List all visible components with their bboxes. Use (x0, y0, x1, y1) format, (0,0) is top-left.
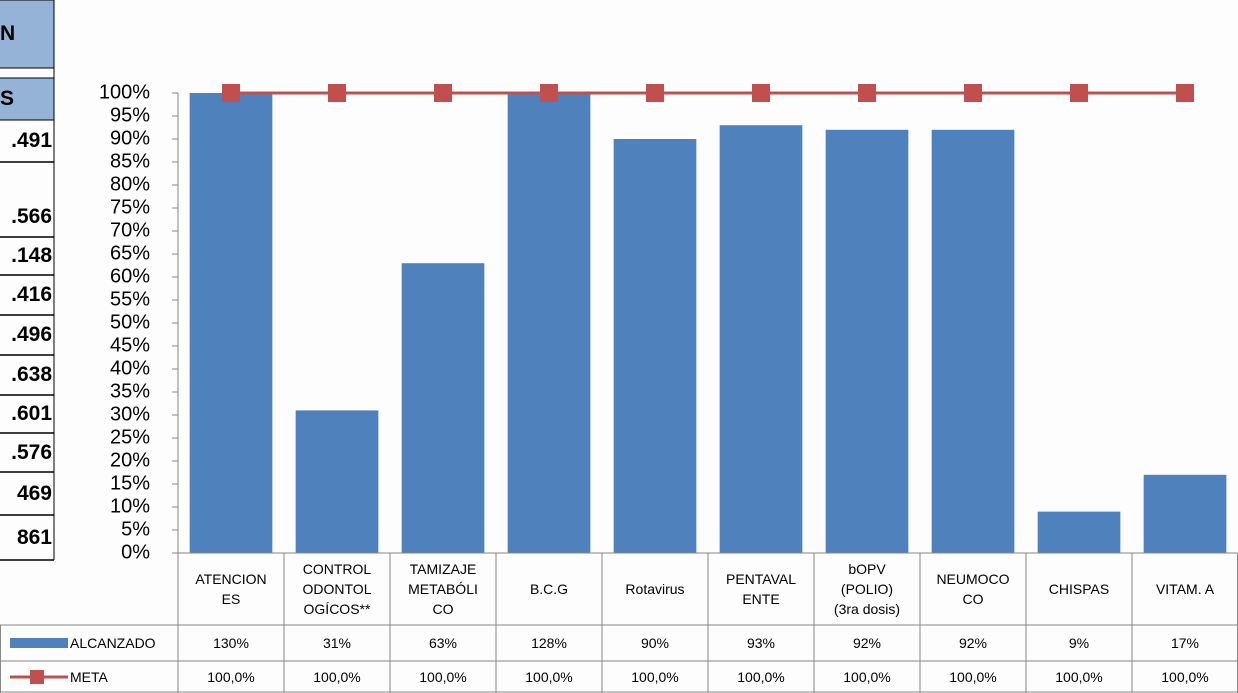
side-cell: .601 (11, 402, 52, 425)
y-tick-label: 95% (110, 104, 150, 126)
y-tick-label: 70% (110, 219, 150, 241)
y-tick-label: 15% (110, 472, 150, 494)
data-label: 128% (531, 635, 567, 651)
header-cell (0, 77, 55, 121)
data-label: 31% (322, 635, 352, 651)
y-tick-label: 85% (110, 150, 150, 172)
bar (825, 129, 909, 553)
y-tick-label: 35% (110, 380, 150, 402)
y-tick-label: 50% (110, 311, 150, 333)
data-label: 100,0% (737, 669, 785, 685)
y-tick-label: 60% (110, 265, 150, 287)
y-tick-label: 40% (110, 357, 150, 379)
marker (222, 84, 240, 102)
y-tick-label: 30% (110, 403, 150, 425)
data-label: 100,0% (631, 669, 679, 685)
data-label: 92% (852, 635, 882, 651)
x-tick-label: PENTAVAL ENTE (725, 571, 797, 607)
bar (401, 263, 485, 553)
y-tick-label: 90% (110, 127, 150, 149)
side-cell: .576 (11, 441, 52, 464)
data-label: 17% (1170, 635, 1200, 651)
bar (189, 93, 273, 553)
marker (540, 84, 558, 102)
bar (295, 410, 379, 553)
x-tick-label: VITAM. A (1155, 581, 1215, 597)
data-label: 92% (958, 635, 988, 651)
marker (858, 84, 876, 102)
data-label: 93% (746, 635, 776, 651)
legend-label: ALCANZADO (70, 635, 156, 651)
marker (646, 84, 664, 102)
data-label: 100,0% (1055, 669, 1103, 685)
legend-swatch (10, 638, 68, 648)
x-tick-label: CHISPAS (1048, 581, 1110, 597)
marker (1070, 84, 1088, 102)
data-label: 130% (213, 635, 249, 651)
data-label: 100,0% (1161, 669, 1209, 685)
data-label: 9% (1068, 635, 1090, 651)
x-tick-label: CONTROL ODONTOL OGÍCOS** (302, 561, 372, 617)
y-tick-label: 75% (110, 196, 150, 218)
side-cell: .148 (11, 244, 52, 267)
legend-label: META (70, 669, 108, 685)
side-cell: .496 (11, 323, 52, 346)
marker (964, 84, 982, 102)
y-tick-label: 100% (99, 81, 150, 103)
plot-area (189, 93, 1227, 553)
bar (931, 129, 1015, 553)
header-text: N (0, 22, 16, 45)
x-tick-label: TAMIZAJE METABÓLI CO (408, 561, 478, 617)
x-tick-label: B.C.G (529, 581, 569, 597)
side-cell: .416 (11, 283, 52, 306)
data-label: 100,0% (419, 669, 467, 685)
y-tick-label: 5% (121, 518, 150, 540)
x-tick-label: bOPV (POLIO) (3ra dosis) (833, 561, 901, 617)
y-tick-label: 10% (110, 495, 150, 517)
x-tick-label: NEUMOCO CO (936, 571, 1010, 607)
data-label: 100,0% (207, 669, 255, 685)
side-cell: 861 (16, 526, 52, 549)
bar (613, 139, 697, 553)
data-label: 100,0% (525, 669, 573, 685)
bar (1037, 511, 1121, 553)
marker (328, 84, 346, 102)
data-label: 100,0% (843, 669, 891, 685)
y-tick-label: 25% (110, 426, 150, 448)
bar (1143, 474, 1227, 553)
side-cell: .491 (11, 129, 52, 152)
side-cell: 469 (16, 482, 52, 505)
x-tick-label: ATENCION ES (195, 571, 267, 607)
y-tick-label: 65% (110, 242, 150, 264)
bar (719, 125, 803, 553)
legend-swatch (30, 670, 44, 684)
x-tick-label: Rotavirus (625, 581, 685, 597)
y-tick-label: 45% (110, 334, 150, 356)
bar (507, 93, 591, 553)
header-text: S (0, 87, 15, 110)
side-cell: .566 (11, 205, 52, 228)
y-tick-label: 20% (110, 449, 150, 471)
data-label: 100,0% (949, 669, 997, 685)
marker (1176, 84, 1194, 102)
marker (434, 84, 452, 102)
side-cell: .638 (11, 363, 52, 386)
y-tick-label: 55% (110, 288, 150, 310)
marker (752, 84, 770, 102)
data-label: 63% (428, 635, 458, 651)
y-tick-label: 80% (110, 173, 150, 195)
data-label: 90% (640, 635, 670, 651)
y-tick-label: 0% (121, 541, 150, 563)
data-label: 100,0% (313, 669, 361, 685)
